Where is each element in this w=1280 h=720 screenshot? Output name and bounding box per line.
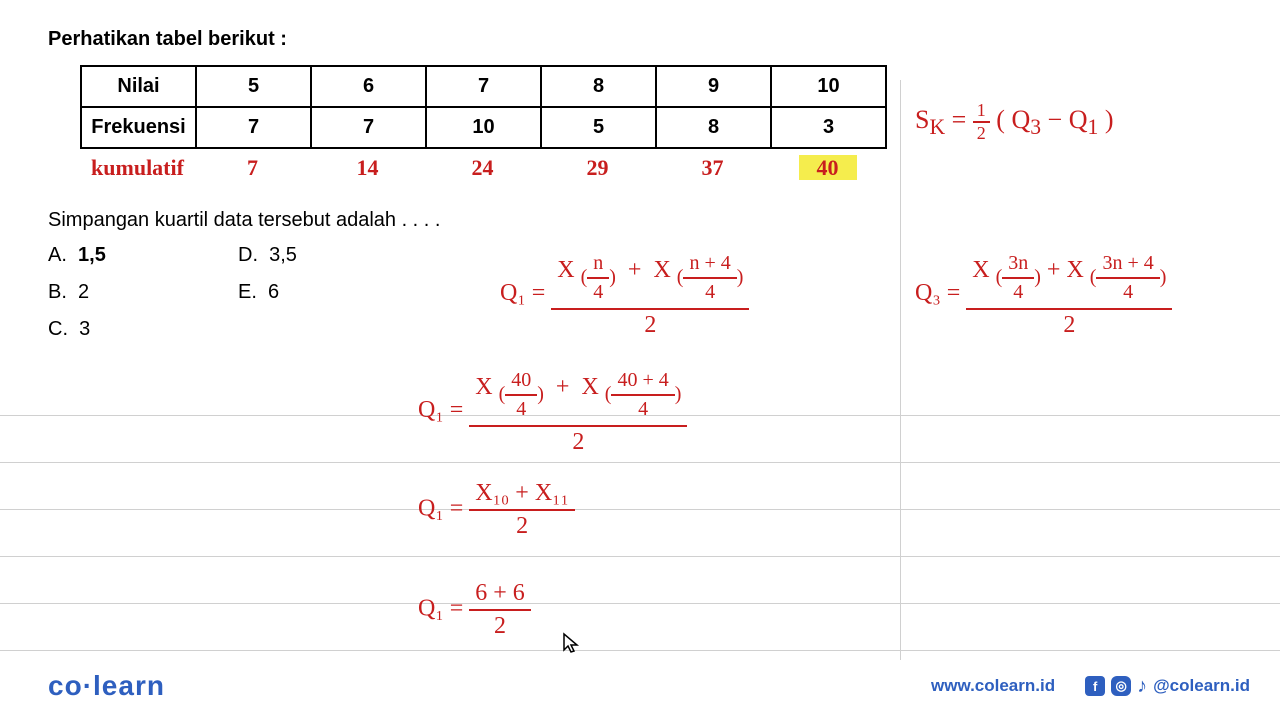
formula-sk: SK = 12 ( Q3 − Q1 ) (915, 100, 1114, 144)
facebook-icon: f (1085, 676, 1105, 696)
instagram-icon: ◎ (1111, 676, 1131, 696)
kumulatif-value: 14 (310, 155, 425, 181)
data-table: Nilai 5 6 7 8 9 10 Frekuensi 7 7 10 5 8 … (80, 65, 887, 149)
formula-q1-step3: Q₁ = X₁₀ + X₁₁ 2 (418, 478, 575, 542)
row-label: Frekuensi (81, 107, 196, 148)
kumulatif-row: kumulatif 7 14 24 29 37 40 (80, 155, 1250, 181)
option-d: D. 3,5 (238, 244, 428, 267)
kumulatif-label: kumulatif (80, 155, 195, 181)
cell: 7 (311, 107, 426, 148)
footer: co·learn www.colearn.id f ◎ ♪ @colearn.i… (48, 670, 1250, 702)
cell: 7 (196, 107, 311, 148)
option-b: B. 2 (48, 281, 238, 304)
cell: 6 (311, 66, 426, 107)
kumulatif-value: 7 (195, 155, 310, 181)
kumulatif-value: 37 (655, 155, 770, 181)
cell: 10 (771, 66, 886, 107)
cell: 5 (541, 107, 656, 148)
question-text: Simpangan kuartil data tersebut adalah .… (48, 209, 1250, 232)
tiktok-icon: ♪ (1137, 675, 1147, 698)
cell: 8 (656, 107, 771, 148)
formula-q1-step4: Q₁ = 6 + 6 2 (418, 578, 531, 642)
kumulatif-value: 40 (770, 155, 885, 181)
option-a: A. 1,5 (48, 244, 238, 267)
cell: 7 (426, 66, 541, 107)
option-c: C. 3 (48, 318, 238, 341)
formula-q1-general: Q₁ = X (n4) + X (n + 44) 2 (500, 248, 749, 341)
social-handles: f ◎ ♪ @colearn.id (1085, 675, 1250, 698)
cell: 9 (656, 66, 771, 107)
formula-q1-step2: Q₁ = X (404) + X (40 + 44) 2 (418, 365, 687, 458)
kumulatif-value: 29 (540, 155, 655, 181)
brand-logo: co·learn (48, 670, 165, 702)
footer-right: www.colearn.id f ◎ ♪ @colearn.id (931, 675, 1250, 698)
question-title: Perhatikan tabel berikut : (48, 28, 1250, 51)
table-row: Nilai 5 6 7 8 9 10 (81, 66, 886, 107)
cell: 3 (771, 107, 886, 148)
cell: 8 (541, 66, 656, 107)
cell: 5 (196, 66, 311, 107)
option-e: E. 6 (238, 281, 428, 304)
cell: 10 (426, 107, 541, 148)
cursor-icon (562, 632, 580, 660)
formula-q3-general: Q₃ = X (3n4) + X (3n + 44) 2 (915, 248, 1172, 341)
kumulatif-value: 24 (425, 155, 540, 181)
footer-url: www.colearn.id (931, 676, 1055, 696)
row-label: Nilai (81, 66, 196, 107)
table-row: Frekuensi 7 7 10 5 8 3 (81, 107, 886, 148)
